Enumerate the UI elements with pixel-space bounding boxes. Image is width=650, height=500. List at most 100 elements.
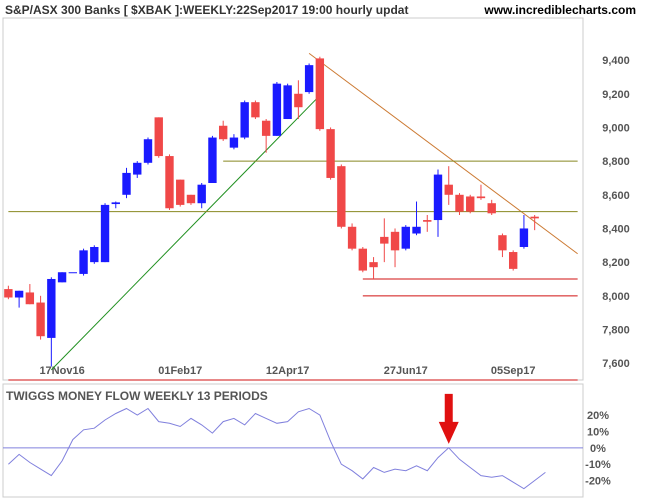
indicator-series-line <box>8 407 546 490</box>
candle <box>304 63 314 94</box>
candle <box>315 56 325 131</box>
candle <box>283 83 292 120</box>
candle-body <box>347 226 357 249</box>
candle-body <box>294 93 303 108</box>
trend-line-uptrend <box>50 95 321 371</box>
y-tick-label: 9,200 <box>602 89 630 101</box>
candle-body <box>369 262 378 268</box>
candle-body <box>358 248 368 271</box>
candle-body <box>100 204 110 263</box>
candle-body <box>208 137 217 184</box>
candle <box>498 233 507 258</box>
candle <box>4 285 13 300</box>
candle <box>68 272 78 274</box>
candle-body <box>487 203 496 214</box>
trend-line-downtrend <box>308 52 578 255</box>
chart-title: S&P/ASX 300 Banks [ $XBAK ]:WEEKLY:22Sep… <box>5 3 408 17</box>
candle-body <box>133 162 142 175</box>
candle-body <box>143 139 153 163</box>
candle-body <box>498 235 507 251</box>
candle-body <box>122 172 131 195</box>
candle-body <box>4 289 13 298</box>
candle <box>337 164 346 229</box>
candle-body <box>444 184 453 195</box>
candle <box>133 161 142 178</box>
candle-body <box>530 216 539 219</box>
candle-body <box>337 166 346 227</box>
candle-body <box>165 156 174 209</box>
candle-body <box>154 117 163 157</box>
candle-body <box>36 302 45 337</box>
y-tick-label: 7,600 <box>602 358 630 370</box>
main-chart-layer: 7,600 7,800 8,000 8,200 8,400 8,600 8,800 9,000… <box>4 52 630 381</box>
candle <box>272 81 282 136</box>
candle <box>57 272 67 283</box>
candle <box>90 245 99 264</box>
x-tick-label: 01Feb17 <box>158 365 202 377</box>
candle-body <box>326 129 335 178</box>
candle <box>347 223 357 251</box>
indicator-y-tick-label: 0% <box>590 443 606 455</box>
candle-body <box>47 278 56 338</box>
x-tick-label: 12Apr17 <box>266 365 309 377</box>
candle-body <box>508 252 518 269</box>
candle-body <box>229 137 239 148</box>
candle <box>79 248 88 276</box>
candle <box>208 135 217 184</box>
candle-body <box>176 179 185 205</box>
candle <box>455 193 464 215</box>
candle <box>358 246 368 273</box>
candle <box>508 250 518 271</box>
candle <box>412 201 421 236</box>
candle <box>36 295 45 340</box>
y-tick-label: 7,800 <box>602 324 630 336</box>
candle <box>401 225 410 251</box>
candle <box>218 120 228 141</box>
candle-body <box>79 250 88 274</box>
candle <box>154 117 163 158</box>
x-tick-label: 27Jun17 <box>384 365 428 377</box>
candle-body <box>111 202 120 205</box>
candle <box>240 100 249 140</box>
candle <box>380 218 389 263</box>
candle-body <box>261 120 271 136</box>
indicator-chart-layer: 20% 10% 0% -10% -20% <box>3 393 611 490</box>
main-panel-frame <box>2 17 584 381</box>
indicator-y-tick-label: 20% <box>587 410 609 422</box>
candle-body <box>218 125 228 140</box>
candle <box>14 290 24 308</box>
candle-body <box>433 174 443 221</box>
site-link[interactable]: www.incrediblecharts.com <box>483 3 636 17</box>
y-tick-label: 8,400 <box>602 223 630 235</box>
candle-body <box>519 228 529 247</box>
x-tick-label: 17Nov16 <box>39 365 84 377</box>
y-tick-label: 9,000 <box>602 122 630 134</box>
candle-body <box>14 290 24 298</box>
candle-body <box>283 85 292 120</box>
candle-body <box>412 226 421 234</box>
indicator-title: TWIGGS MONEY FLOW WEEKLY 13 PERIODS <box>6 389 268 403</box>
candle <box>261 119 271 153</box>
y-tick-label: 8,000 <box>602 291 630 303</box>
indicator-panel-frame <box>2 383 584 498</box>
candle <box>326 127 335 180</box>
candle <box>519 214 529 249</box>
y-tick-label: 8,600 <box>602 190 630 202</box>
candle-body <box>315 58 325 130</box>
candle-body <box>466 196 475 212</box>
candle <box>444 166 453 205</box>
x-tick-label: 05Sep17 <box>491 365 536 377</box>
candle <box>294 80 303 120</box>
candle <box>176 179 185 207</box>
candle <box>143 137 153 165</box>
candle <box>186 194 196 205</box>
candle <box>423 214 432 232</box>
indicator-y-tick-label: 10% <box>587 426 609 438</box>
down-arrow-marker <box>438 393 459 444</box>
candle <box>197 183 206 209</box>
candle-body <box>186 194 196 204</box>
candle-body <box>240 102 249 138</box>
candle <box>111 201 120 209</box>
